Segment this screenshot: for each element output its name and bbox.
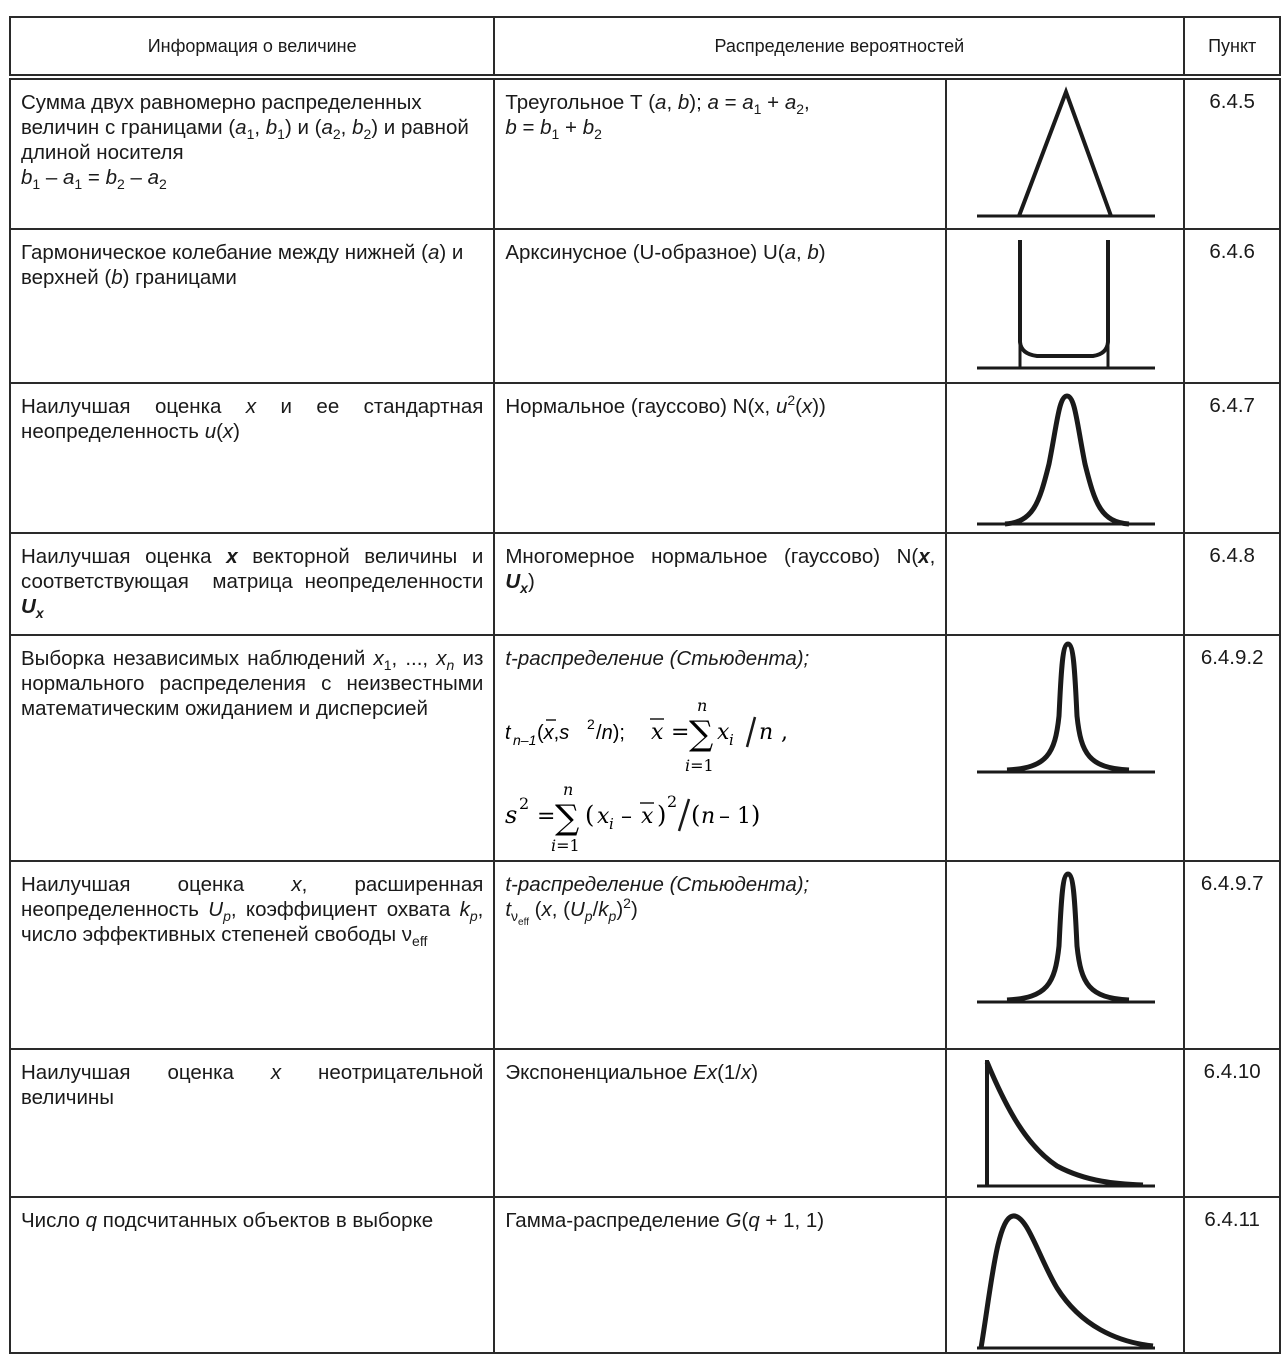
table-row: Число q подсчитанных объектов в выборке … xyxy=(8,1196,1281,1354)
header-punkt: Пункт xyxy=(1183,16,1281,78)
svg-text:x: x xyxy=(651,720,664,745)
distribution-name: t-распределение (Стьюдента); xyxy=(505,873,810,896)
info-cell: Наилучшая оценка x неотрицательной велич… xyxy=(8,1048,496,1198)
svg-text:–: – xyxy=(621,804,632,829)
header-info: Информация о величине xyxy=(8,16,496,78)
punkt-cell: 6.4.6 xyxy=(1183,228,1281,384)
distribution-name: Нормальное (гауссово) N xyxy=(505,395,748,418)
table-row: Наилучшая оценка x векторной величины и … xyxy=(8,532,1281,636)
svg-text:,: , xyxy=(781,720,788,745)
svg-text:i=1: i=1 xyxy=(685,756,714,775)
info-cell: Гармоническое колебание между нижней (a)… xyxy=(8,228,496,384)
table-row: Выборка независимых наблюдений x1, ..., … xyxy=(8,634,1281,862)
punkt-cell: 6.4.10 xyxy=(1183,1048,1281,1198)
svg-text:=: = xyxy=(671,720,689,745)
student-t-distribution-icon xyxy=(945,634,1186,862)
svg-text:t: t xyxy=(505,722,512,744)
svg-text:/n);: /n); xyxy=(596,722,625,744)
info-cell: Наилучшая оценка x векторной величины и … xyxy=(8,532,496,636)
triangle-distribution-icon xyxy=(945,74,1186,230)
distribution-name: Многомерное нормальное (гауссово) xyxy=(505,545,881,568)
svg-text:=: = xyxy=(537,804,555,829)
info-cell: Сумма двух равномерно распределенных вел… xyxy=(8,74,496,230)
svg-text:–: – xyxy=(719,804,730,829)
svg-text:(: ( xyxy=(691,801,700,829)
svg-text:2: 2 xyxy=(519,794,529,813)
svg-text:i: i xyxy=(609,815,614,833)
svg-text:(x,s: (x,s xyxy=(537,722,569,744)
svg-text:n: n xyxy=(759,720,773,745)
svg-text:n–1: n–1 xyxy=(513,732,536,748)
distribution-cell: t-распределение (Стьюдента); tνeff (x, (U… xyxy=(493,860,948,1050)
distribution-name: Гамма-распределение xyxy=(505,1209,720,1232)
svg-text:2: 2 xyxy=(587,716,595,732)
table-row: Сумма двух равномерно распределенных вел… xyxy=(8,74,1281,230)
info-cell: Наилучшая оценка x, расширенная неопреде… xyxy=(8,860,496,1050)
distribution-cell: Треугольное Т (a, b); a = a1 + a2, b = b1… xyxy=(493,74,948,230)
student-t-distribution-icon xyxy=(945,860,1186,1050)
distribution-name: Арксинусное (U-образное) U xyxy=(505,241,778,264)
table-row: Гармоническое колебание между нижней (a)… xyxy=(8,228,1281,384)
punkt-cell: 6.4.9.2 xyxy=(1183,634,1281,862)
gamma-distribution-icon xyxy=(945,1196,1186,1354)
punkt-cell: 6.4.9.7 xyxy=(1183,860,1281,1050)
svg-text:x: x xyxy=(717,720,730,745)
svg-text:∑: ∑ xyxy=(555,798,579,838)
arcsine-distribution-icon xyxy=(945,228,1186,384)
empty-icon-cell xyxy=(945,532,1186,636)
punkt-cell: 6.4.11 xyxy=(1183,1196,1281,1354)
distribution-cell: Арксинусное (U-образное) U(a, b) xyxy=(493,228,948,384)
svg-text:i: i xyxy=(729,731,734,749)
table-row: Наилучшая оценка x, расширенная неопреде… xyxy=(8,860,1281,1050)
svg-text:i=1: i=1 xyxy=(551,836,580,851)
svg-text:2: 2 xyxy=(667,792,677,811)
svg-text:x: x xyxy=(597,804,610,829)
info-cell: Выборка независимых наблюдений x1, ..., … xyxy=(8,634,496,862)
normal-distribution-icon xyxy=(945,382,1186,534)
header-distribution: Распределение вероятностей xyxy=(493,16,1186,78)
table-row: Наилучшая оценка x и ее стандартная неоп… xyxy=(8,382,1281,534)
svg-text:1: 1 xyxy=(737,804,751,829)
t-formula: t n–1 (x,s 2 /n); x = n ∑ i=1 x i n , s … xyxy=(505,696,788,851)
distribution-name: t-распределение (Стьюдента); xyxy=(505,647,810,670)
svg-text:): ) xyxy=(657,801,666,829)
distribution-cell: Экспоненциальное Ex(1/x) xyxy=(493,1048,948,1198)
distribution-name: Треугольное Т xyxy=(505,91,643,114)
punkt-cell: 6.4.8 xyxy=(1183,532,1281,636)
svg-text:n: n xyxy=(563,780,573,799)
info-cell: Число q подсчитанных объектов в выборке xyxy=(8,1196,496,1354)
svg-text:s: s xyxy=(505,801,517,829)
distribution-name: Экспоненциальное xyxy=(505,1061,688,1084)
punkt-cell: 6.4.7 xyxy=(1183,382,1281,534)
svg-text:n: n xyxy=(701,804,715,829)
svg-text:(: ( xyxy=(585,801,594,829)
distribution-cell: t-распределение (Стьюдента); t n–1 (x,s … xyxy=(493,634,948,862)
distribution-cell: Нормальное (гауссово) N(x, u2(x)) xyxy=(493,382,948,534)
distribution-cell: Гамма-распределение G(q + 1, 1) xyxy=(493,1196,948,1354)
header-row: Информация о величине Распределение веро… xyxy=(8,16,1281,78)
svg-text:n: n xyxy=(697,696,707,715)
exponential-distribution-icon xyxy=(945,1048,1186,1198)
distribution-cell: Многомерное нормальное (гауссово) N(x, U… xyxy=(493,532,948,636)
table-row: Наилучшая оценка x неотрицательной велич… xyxy=(8,1048,1281,1198)
punkt-cell: 6.4.5 xyxy=(1183,74,1281,230)
info-cell: Наилучшая оценка x и ее стандартная неоп… xyxy=(8,382,496,534)
svg-text:): ) xyxy=(751,801,760,829)
svg-text:x: x xyxy=(641,804,654,829)
distribution-table: Информация о величине Распределение веро… xyxy=(8,16,1281,1354)
svg-text:∑: ∑ xyxy=(689,714,713,754)
